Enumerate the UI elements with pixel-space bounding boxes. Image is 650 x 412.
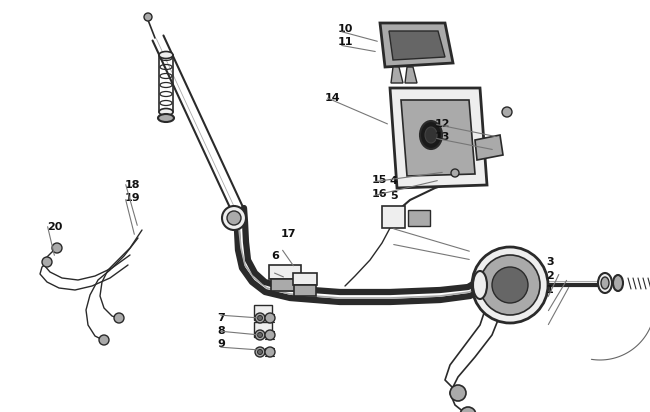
Ellipse shape xyxy=(601,277,609,289)
Circle shape xyxy=(99,335,109,345)
Text: 2: 2 xyxy=(546,271,554,281)
Text: 11: 11 xyxy=(338,37,354,47)
Circle shape xyxy=(42,257,52,267)
Circle shape xyxy=(492,267,528,303)
Circle shape xyxy=(502,107,512,117)
Polygon shape xyxy=(271,279,299,291)
Circle shape xyxy=(144,13,152,21)
Ellipse shape xyxy=(158,114,174,122)
Polygon shape xyxy=(294,285,316,296)
Circle shape xyxy=(52,243,62,253)
Text: 10: 10 xyxy=(338,24,354,34)
Circle shape xyxy=(257,316,263,321)
Circle shape xyxy=(222,206,246,230)
Text: 13: 13 xyxy=(434,132,450,142)
Text: 4: 4 xyxy=(390,176,398,186)
Text: 1: 1 xyxy=(546,286,554,295)
Text: 6: 6 xyxy=(272,251,280,261)
Text: 3: 3 xyxy=(546,257,554,267)
Circle shape xyxy=(255,330,265,340)
Text: 12: 12 xyxy=(434,119,450,129)
Ellipse shape xyxy=(420,121,442,149)
Polygon shape xyxy=(254,322,272,337)
Ellipse shape xyxy=(425,127,437,143)
Ellipse shape xyxy=(598,273,612,293)
Text: 20: 20 xyxy=(47,222,62,232)
Circle shape xyxy=(114,313,124,323)
Polygon shape xyxy=(391,67,403,83)
Ellipse shape xyxy=(159,52,173,59)
Circle shape xyxy=(255,347,265,357)
Circle shape xyxy=(227,211,241,225)
Circle shape xyxy=(451,169,459,177)
Circle shape xyxy=(460,407,476,412)
Polygon shape xyxy=(408,210,430,226)
Ellipse shape xyxy=(613,275,623,291)
Polygon shape xyxy=(401,100,475,176)
Text: 7: 7 xyxy=(218,313,226,323)
Text: 5: 5 xyxy=(390,191,398,201)
Circle shape xyxy=(265,313,275,323)
Circle shape xyxy=(255,313,265,323)
Circle shape xyxy=(450,385,466,401)
Text: 15: 15 xyxy=(372,176,387,185)
Circle shape xyxy=(257,332,263,337)
Polygon shape xyxy=(382,206,405,228)
Text: 17: 17 xyxy=(281,229,296,239)
Circle shape xyxy=(265,330,275,340)
Polygon shape xyxy=(390,88,487,188)
Polygon shape xyxy=(475,135,503,160)
Text: 19: 19 xyxy=(125,193,140,203)
Text: 9: 9 xyxy=(218,339,226,349)
Polygon shape xyxy=(293,273,317,285)
Circle shape xyxy=(265,347,275,357)
Text: 16: 16 xyxy=(372,189,387,199)
Circle shape xyxy=(472,247,548,323)
Ellipse shape xyxy=(159,108,173,115)
Text: 14: 14 xyxy=(325,93,341,103)
Text: 8: 8 xyxy=(218,326,226,336)
Ellipse shape xyxy=(473,271,487,299)
Polygon shape xyxy=(389,31,445,60)
Polygon shape xyxy=(380,23,453,67)
Polygon shape xyxy=(405,67,417,83)
Circle shape xyxy=(480,255,540,315)
Polygon shape xyxy=(269,265,301,279)
Text: 18: 18 xyxy=(125,180,140,190)
Polygon shape xyxy=(254,305,272,320)
Circle shape xyxy=(257,349,263,354)
